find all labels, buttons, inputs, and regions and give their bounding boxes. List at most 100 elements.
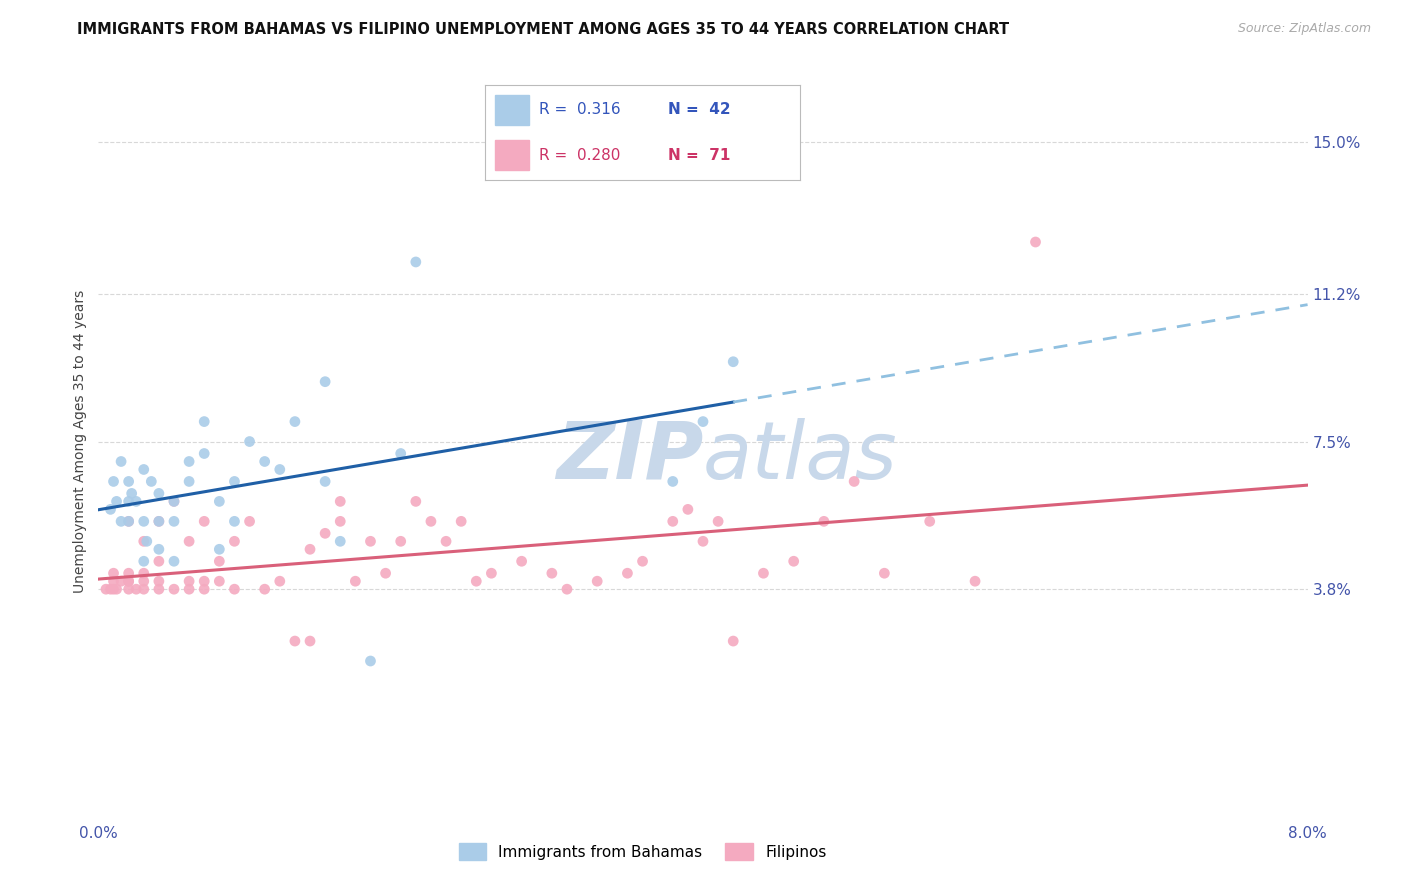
Point bbox=[94, 582, 117, 597]
Y-axis label: Unemployment Among Ages 35 to 44 years: Unemployment Among Ages 35 to 44 years bbox=[73, 290, 87, 593]
Point bbox=[329, 534, 352, 549]
Point bbox=[118, 514, 141, 528]
Point bbox=[208, 574, 231, 589]
Point bbox=[510, 554, 533, 568]
Point bbox=[329, 514, 352, 528]
Point bbox=[299, 542, 322, 557]
Text: IMMIGRANTS FROM BAHAMAS VS FILIPINO UNEMPLOYMENT AMONG AGES 35 TO 44 YEARS CORRE: IMMIGRANTS FROM BAHAMAS VS FILIPINO UNEM… bbox=[77, 22, 1010, 37]
Point bbox=[284, 634, 307, 648]
Point bbox=[110, 574, 132, 589]
Point bbox=[405, 494, 427, 508]
Point bbox=[314, 475, 336, 489]
Point bbox=[193, 415, 215, 429]
Point bbox=[103, 574, 125, 589]
Point bbox=[752, 566, 775, 581]
Point bbox=[707, 514, 730, 528]
Point bbox=[103, 566, 125, 581]
Point bbox=[661, 475, 683, 489]
Point bbox=[1025, 235, 1047, 249]
Point bbox=[555, 582, 578, 597]
Point bbox=[118, 514, 141, 528]
Point bbox=[148, 486, 170, 500]
Point bbox=[179, 475, 201, 489]
Point bbox=[269, 462, 291, 476]
Point bbox=[389, 534, 412, 549]
Point bbox=[148, 514, 170, 528]
Point bbox=[118, 582, 141, 597]
Point bbox=[163, 514, 186, 528]
Point bbox=[239, 434, 262, 449]
Point bbox=[389, 446, 412, 460]
Legend: Immigrants from Bahamas, Filipinos: Immigrants from Bahamas, Filipinos bbox=[453, 838, 832, 866]
Point bbox=[148, 582, 170, 597]
Point bbox=[132, 514, 155, 528]
Point bbox=[224, 475, 246, 489]
Point bbox=[118, 494, 141, 508]
Point bbox=[450, 514, 472, 528]
Point bbox=[314, 526, 336, 541]
Point bbox=[110, 454, 132, 468]
Point bbox=[100, 502, 122, 516]
Point bbox=[208, 494, 231, 508]
Point bbox=[118, 475, 141, 489]
Point bbox=[163, 554, 186, 568]
Point bbox=[125, 494, 148, 508]
Point bbox=[179, 454, 201, 468]
Point bbox=[163, 494, 186, 508]
Point bbox=[118, 574, 141, 589]
Point bbox=[813, 514, 835, 528]
Point bbox=[118, 574, 141, 589]
Point bbox=[148, 554, 170, 568]
Point bbox=[132, 462, 155, 476]
Point bbox=[873, 566, 896, 581]
Point bbox=[723, 355, 745, 369]
Point bbox=[110, 514, 132, 528]
Point bbox=[224, 534, 246, 549]
Point bbox=[692, 415, 714, 429]
Point bbox=[132, 534, 155, 549]
Point bbox=[481, 566, 503, 581]
Point bbox=[965, 574, 987, 589]
Point bbox=[844, 475, 866, 489]
Point bbox=[360, 654, 382, 668]
Point bbox=[631, 554, 654, 568]
Point bbox=[783, 554, 806, 568]
Point bbox=[193, 446, 215, 460]
Point bbox=[100, 582, 122, 597]
Point bbox=[299, 634, 322, 648]
Point bbox=[269, 574, 291, 589]
Point bbox=[208, 554, 231, 568]
Point bbox=[141, 475, 163, 489]
Point bbox=[105, 494, 128, 508]
Point bbox=[616, 566, 638, 581]
Point bbox=[661, 514, 683, 528]
Point bbox=[253, 454, 276, 468]
Point bbox=[148, 514, 170, 528]
Point bbox=[692, 534, 714, 549]
Point bbox=[193, 574, 215, 589]
Point bbox=[135, 534, 157, 549]
Point bbox=[676, 502, 699, 516]
Point bbox=[118, 566, 141, 581]
Point bbox=[465, 574, 488, 589]
Point bbox=[103, 582, 125, 597]
Point bbox=[723, 634, 745, 648]
Point bbox=[540, 566, 562, 581]
Point bbox=[374, 566, 396, 581]
Point bbox=[105, 582, 128, 597]
Point bbox=[125, 582, 148, 597]
Point bbox=[253, 582, 276, 597]
Point bbox=[224, 582, 246, 597]
Text: atlas: atlas bbox=[703, 417, 898, 496]
Point bbox=[179, 574, 201, 589]
Point bbox=[132, 582, 155, 597]
Point bbox=[193, 582, 215, 597]
Point bbox=[314, 375, 336, 389]
Text: ZIP: ZIP bbox=[555, 417, 703, 496]
Point bbox=[344, 574, 367, 589]
Point bbox=[193, 514, 215, 528]
Point bbox=[360, 534, 382, 549]
Point bbox=[405, 255, 427, 269]
Point bbox=[239, 514, 262, 528]
Point bbox=[329, 494, 352, 508]
